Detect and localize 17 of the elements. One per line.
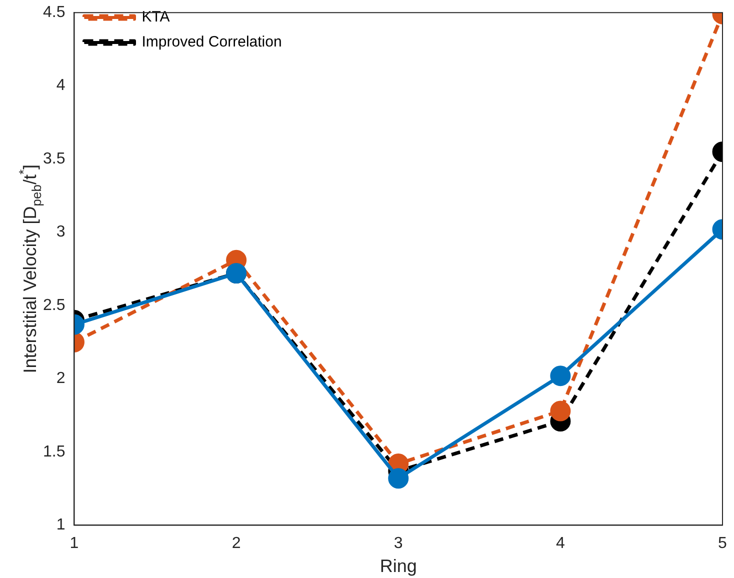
y-tick-label: 2.5 <box>42 296 66 314</box>
x-axis-title: Ring <box>380 556 417 576</box>
legend-label: Improved Correlation <box>142 34 282 51</box>
y-tick-label: 4.5 <box>42 4 66 22</box>
y-tick-label: 3.5 <box>42 150 66 168</box>
y-tick-label: 4 <box>56 77 66 94</box>
x-tick-label: 5 <box>718 535 728 552</box>
x-tick-label: 4 <box>556 535 565 552</box>
y-tick-label: 3 <box>56 224 66 241</box>
legend-label: KTA <box>142 8 170 26</box>
y-tick-label: 1.5 <box>42 443 66 460</box>
x-tick-label: 3 <box>394 535 403 552</box>
x-tick-label: 2 <box>232 535 241 552</box>
x-tick-label: 1 <box>70 535 79 552</box>
y-tick-label: 1 <box>56 516 66 534</box>
y-axis-title: Interstitial Velocity [Dpeb/t*] <box>16 164 44 374</box>
y-tick-label: 2 <box>56 370 66 388</box>
